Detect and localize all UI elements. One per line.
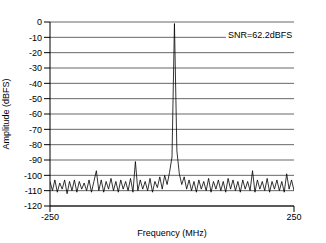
svg-text:-90: -90 <box>29 155 42 165</box>
svg-text:-80: -80 <box>29 140 42 150</box>
svg-text:250: 250 <box>286 212 301 222</box>
svg-text:-70: -70 <box>29 125 42 135</box>
svg-text:-10: -10 <box>29 33 42 43</box>
svg-text:Frequency (MHz): Frequency (MHz) <box>137 228 207 238</box>
svg-text:-20: -20 <box>29 48 42 58</box>
html-text:SNR=62.2dBFS: SNR=62.2dBFS <box>228 30 293 40</box>
svg-text:-250: -250 <box>41 212 59 222</box>
svg-text:-110: -110 <box>25 186 42 196</box>
svg-text:-100: -100 <box>24 171 42 181</box>
svg-text:0: 0 <box>37 17 42 27</box>
svg-text:-120: -120 <box>24 201 42 211</box>
svg-text:-40: -40 <box>29 79 42 89</box>
svg-text:-60: -60 <box>29 109 42 119</box>
svg-text:-50: -50 <box>29 94 42 104</box>
svg-text:Amplitude (dBFS): Amplitude (dBFS) <box>8 78 11 149</box>
svg-text:-30: -30 <box>29 63 42 73</box>
